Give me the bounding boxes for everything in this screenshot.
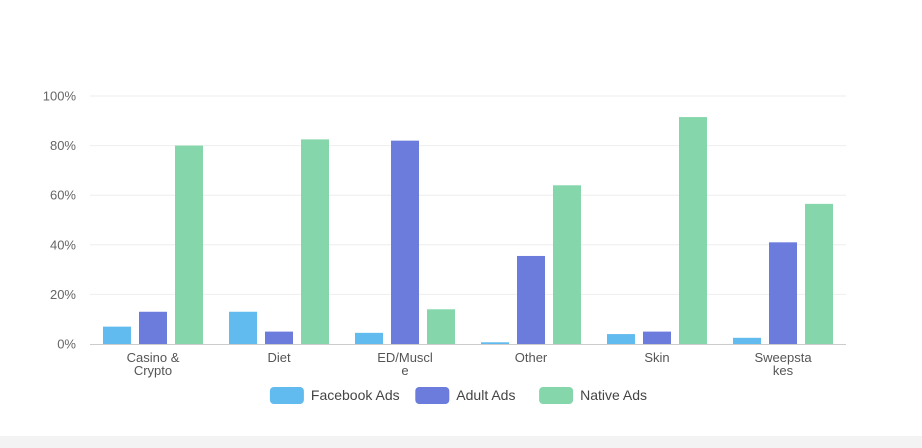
x-tick-label: Skin [644, 350, 669, 365]
bar [481, 342, 509, 344]
grid-lines [90, 95, 846, 295]
x-tick-label: Diet [267, 350, 291, 365]
legend-swatch [539, 387, 574, 404]
legend-label: Facebook Ads [311, 387, 400, 403]
bar [103, 326, 131, 344]
bar [553, 185, 581, 344]
x-axis-ticks: Casino & Crypto Diet ED/Muscl e Other Skin Swee… [127, 350, 813, 378]
legend-label: Adult Ads [456, 387, 515, 403]
bottom-strip [0, 436, 922, 448]
legend-swatch [269, 387, 304, 404]
legend-label: Native Ads [580, 387, 647, 403]
bar [607, 334, 635, 344]
y-tick-label: 20% [50, 287, 76, 302]
bar [643, 331, 671, 344]
legend: Facebook Ads Adult Ads Native Ads [269, 387, 647, 404]
bar [139, 311, 167, 344]
bar [391, 140, 419, 344]
bar [265, 331, 293, 344]
x-tick-label-line: Casino & [127, 350, 180, 365]
chart-container: 0% 20% 40% 60% 80% 100% Casino & Crypto Diet ED/… [42, 88, 846, 404]
bar [517, 255, 545, 344]
x-tick-label-line: Other [515, 350, 548, 365]
bar [679, 117, 707, 344]
bar [229, 311, 257, 344]
bar [427, 309, 455, 344]
y-axis-ticks: 0% 20% 40% 60% 80% 100% [43, 89, 77, 352]
x-tick-label: Casino & Crypto [127, 350, 180, 378]
y-tick-label: 100% [43, 89, 77, 104]
y-tick-label: 80% [50, 138, 76, 153]
y-tick-label: 0% [57, 337, 76, 352]
x-tick-label: Other [515, 350, 548, 365]
x-tick-label-line: e [401, 363, 408, 378]
y-tick-label: 40% [50, 237, 76, 252]
bar [733, 337, 761, 344]
x-tick-label-line: ED/Muscl [377, 350, 433, 365]
bar [355, 332, 383, 344]
bar [301, 139, 329, 344]
x-tick-label-line: Sweepsta [754, 350, 812, 365]
x-tick-label-line: kes [773, 363, 794, 378]
x-tick-label-line: Diet [267, 350, 291, 365]
x-tick-label-line: Skin [644, 350, 669, 365]
bars [103, 117, 833, 344]
bar [805, 203, 833, 344]
x-tick-label-line: Crypto [134, 363, 172, 378]
x-tick-label: Sweepsta kes [754, 350, 812, 378]
y-tick-label: 60% [50, 188, 76, 203]
legend-swatch [415, 387, 450, 404]
bar-chart: 0% 20% 40% 60% 80% 100% Casino & Crypto Diet ED/… [43, 89, 846, 404]
x-tick-label: ED/Muscl e [377, 350, 433, 378]
bar [175, 145, 203, 344]
bar [769, 242, 797, 344]
